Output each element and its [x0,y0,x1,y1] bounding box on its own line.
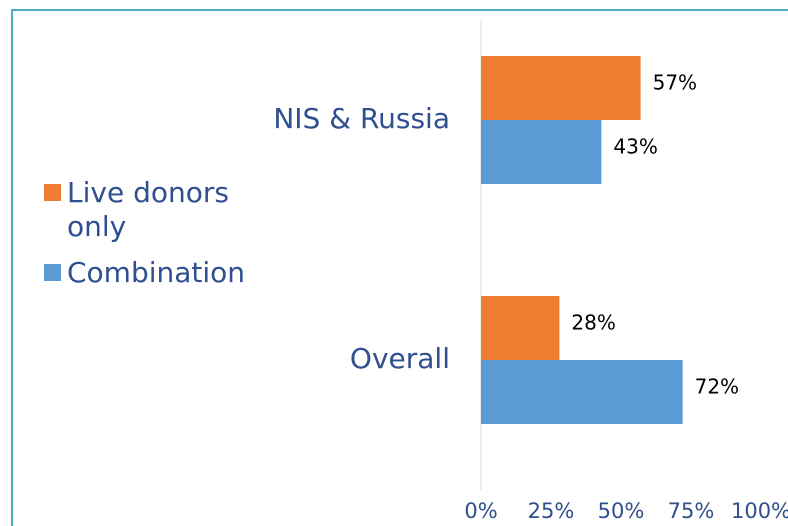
value-label: 72% [695,375,739,399]
frame [11,9,788,526]
x-tick-label: 100% [731,499,788,523]
value-label: 57% [653,71,697,95]
bar [481,120,602,184]
legend: Live donors only Combination [44,176,274,302]
legend-label: Combination [67,256,246,289]
value-label: 28% [571,311,615,335]
legend-swatch [44,264,61,281]
category-label: NIS & Russia [273,102,450,135]
legend-item: Live donors only [44,176,274,244]
x-tick-label: 0% [464,499,497,523]
value-label: 43% [613,135,657,159]
legend-label: Live donors only [67,176,229,243]
bar [481,296,560,360]
x-tick-label: 75% [668,499,715,523]
bar [481,56,641,120]
category-label: Overall [350,342,450,375]
bar [481,360,683,424]
legend-item: Combination [44,256,274,290]
x-tick-label: 50% [598,499,645,523]
x-tick-label: 25% [528,499,575,523]
legend-swatch [44,184,61,201]
